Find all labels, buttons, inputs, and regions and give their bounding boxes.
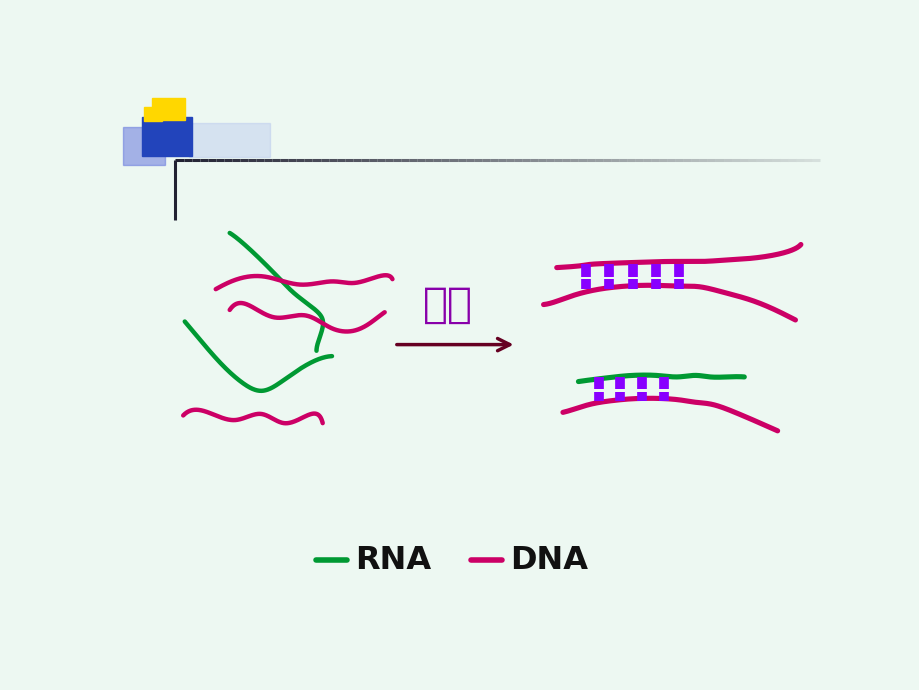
Bar xyxy=(142,117,192,156)
Text: 复性: 复性 xyxy=(423,284,473,326)
Text: DNA: DNA xyxy=(510,544,587,575)
Bar xyxy=(122,127,165,165)
Bar xyxy=(188,123,269,157)
Bar xyxy=(152,98,185,120)
Text: RNA: RNA xyxy=(355,544,431,575)
Bar xyxy=(144,108,162,121)
